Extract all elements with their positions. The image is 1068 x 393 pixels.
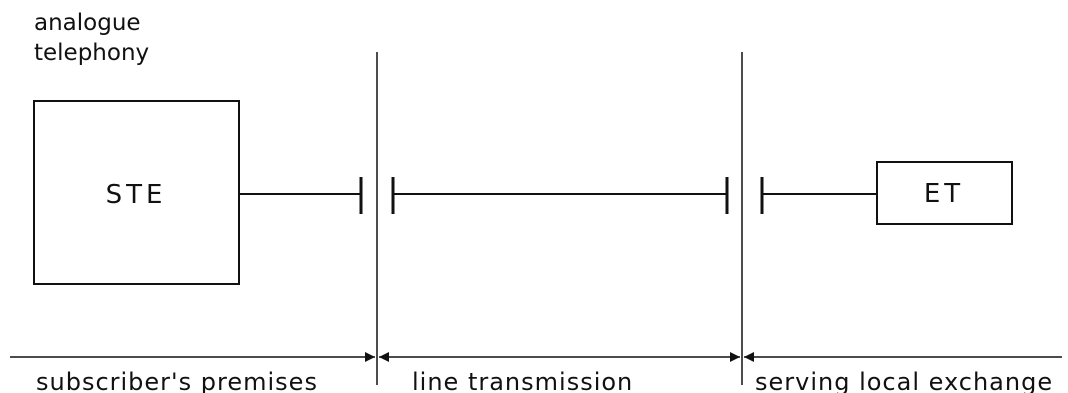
diagram-title-line-1: analogue	[34, 10, 141, 36]
zone-label-exchange: serving local exchange	[755, 368, 1053, 393]
zone-label-line: line transmission	[412, 368, 633, 393]
et-box	[876, 161, 1013, 225]
et-label: ET	[924, 179, 964, 209]
ste-label: STE	[106, 180, 167, 210]
zone-label-subscriber: subscriber's premises	[36, 368, 318, 393]
diagram-title-line-2: telephony	[34, 40, 149, 66]
ste-box	[33, 100, 240, 285]
